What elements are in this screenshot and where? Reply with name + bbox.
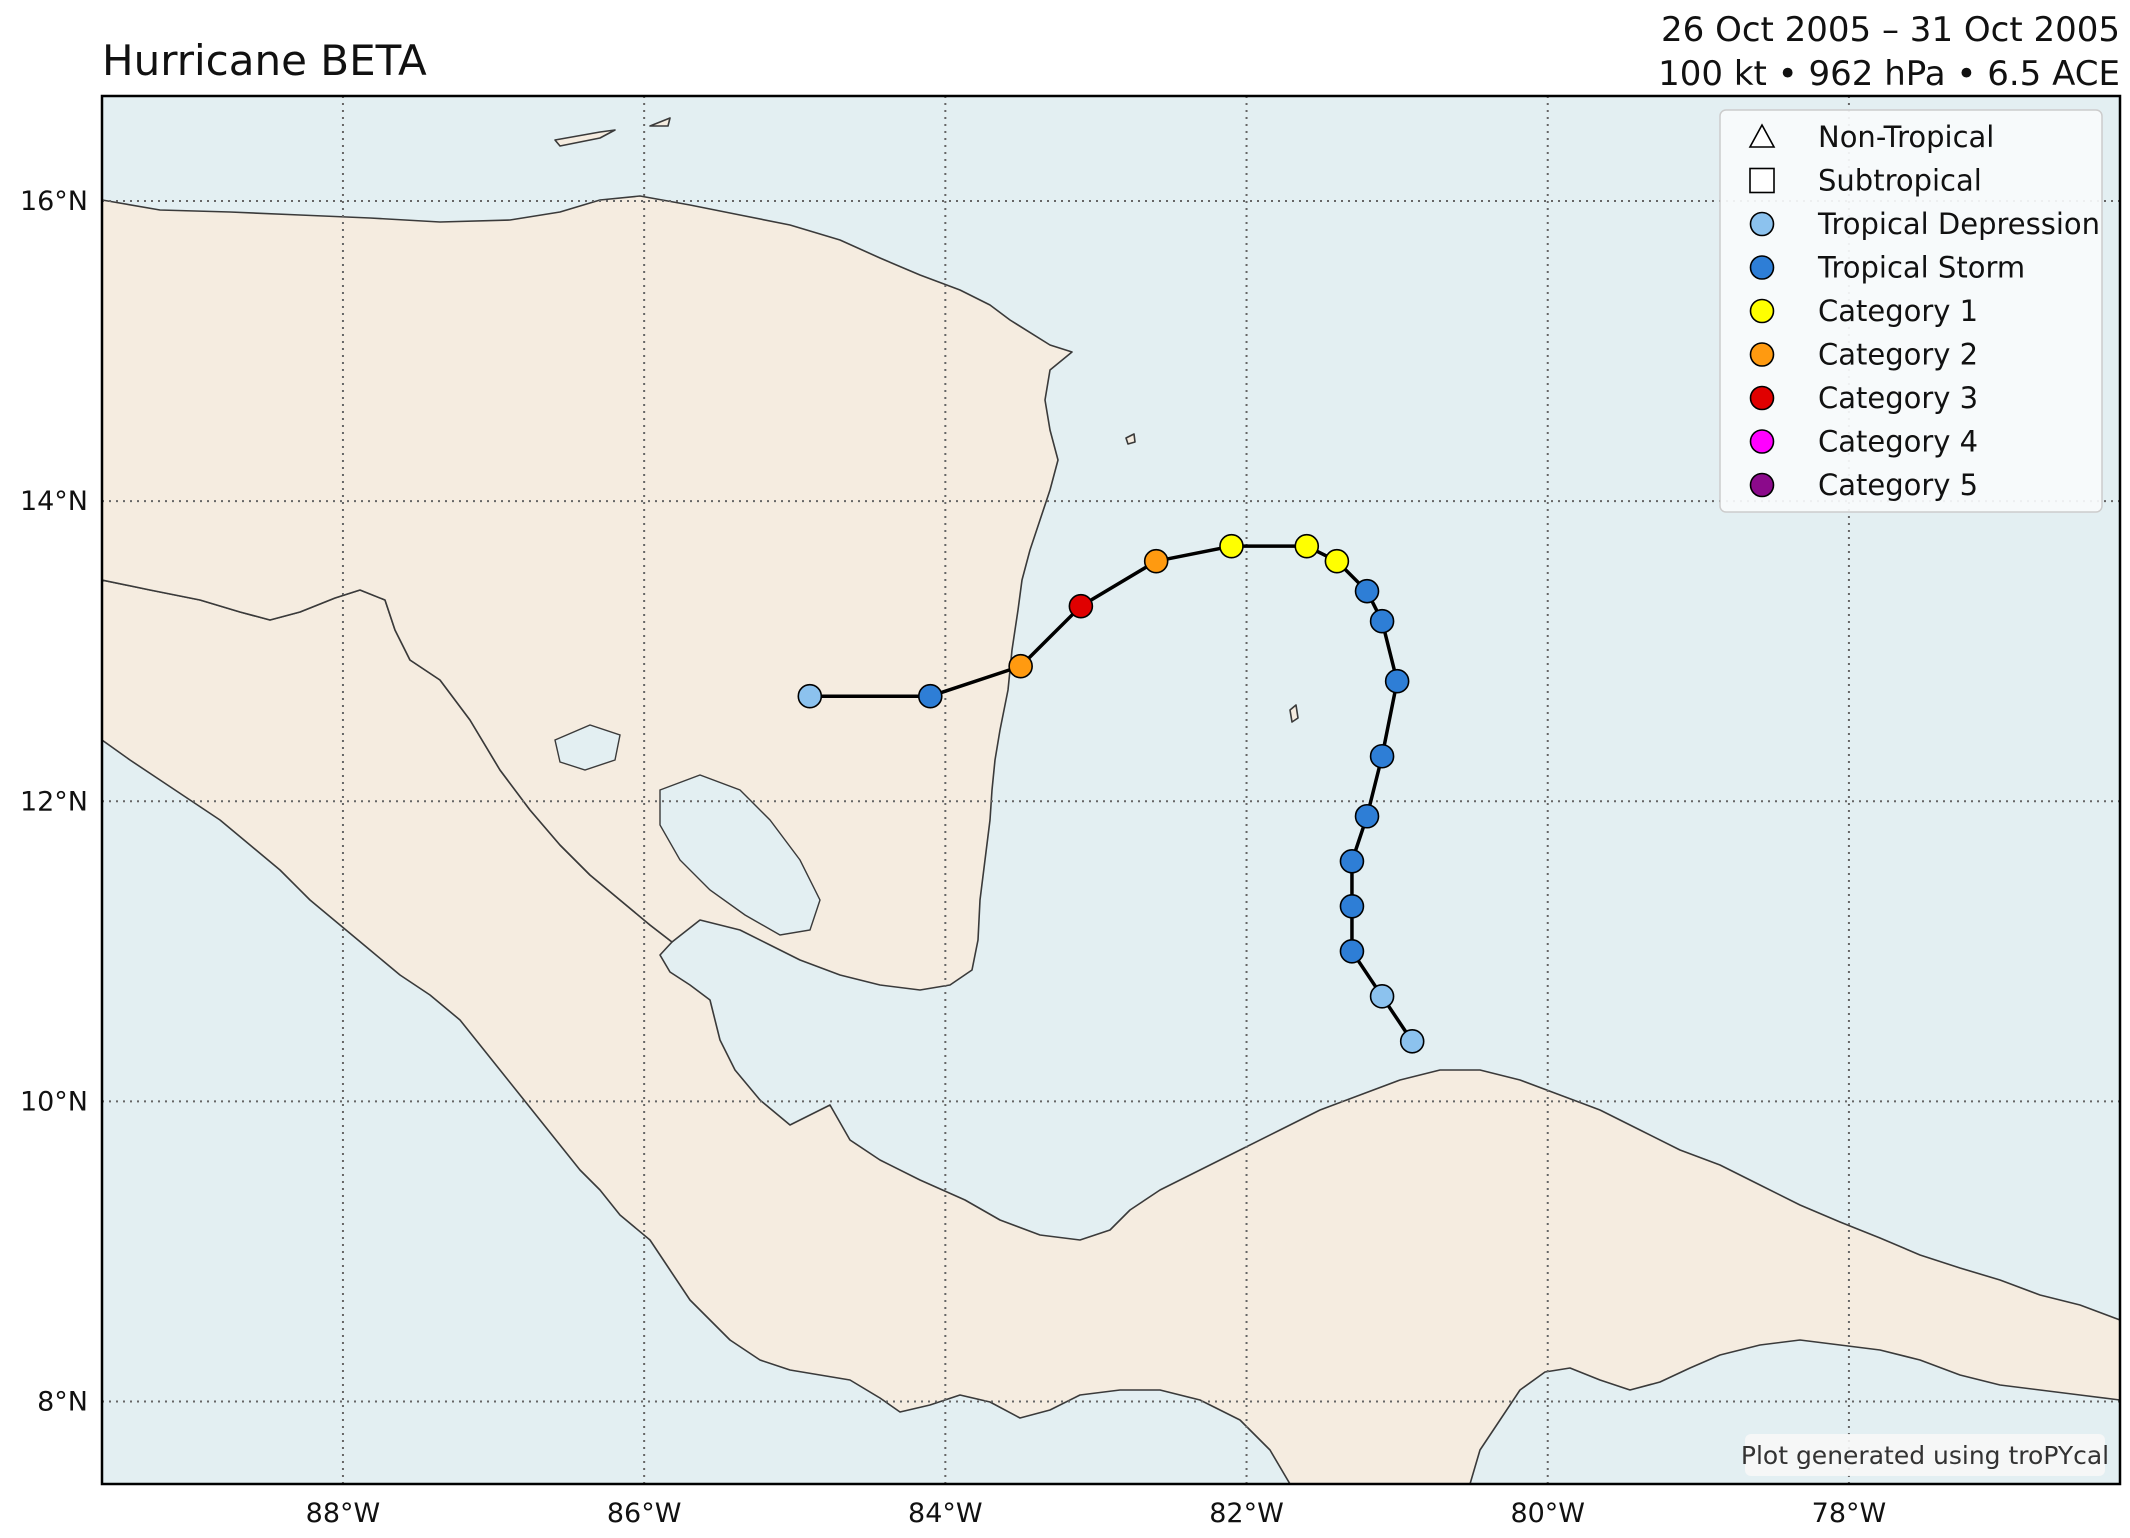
track-point (1339, 848, 1365, 874)
track-point (917, 683, 943, 709)
longitude-tick-label: 86°W (607, 1498, 682, 1529)
track-point (1324, 548, 1350, 574)
longitude-tick-label: 78°W (1812, 1498, 1887, 1529)
track-point (1369, 608, 1395, 634)
legend-marker-circle (1749, 255, 1775, 280)
legend-label: Category 1 (1818, 294, 1978, 328)
track-point (1008, 653, 1033, 679)
legend-label: Non-Tropical (1818, 120, 1994, 154)
legend-marker-circle (1749, 211, 1775, 237)
legend-label: Tropical Storm (1817, 251, 2025, 285)
track-point (1354, 578, 1380, 604)
longitude-tick-label: 88°W (306, 1498, 381, 1529)
storm-track (797, 533, 1425, 1054)
track-point (797, 683, 823, 709)
track-point (1339, 893, 1365, 919)
latitude-tick-labels: 16°N 14°N 12°N 10°N 8°N (20, 186, 88, 1417)
lake-managua (554, 724, 621, 771)
intensity-stats: 100 kt • 962 hPa • 6.5 ACE (1658, 54, 2120, 94)
latitude-tick-label: 10°N (20, 1086, 88, 1117)
storm-summary: 26 Oct 2005 – 31 Oct 2005 100 kt • 962 h… (1658, 8, 2120, 96)
track-point (1219, 533, 1244, 559)
latitude-tick-label: 8°N (37, 1386, 88, 1417)
island-san-andres (1289, 704, 1299, 723)
legend-label: Category 5 (1818, 468, 1978, 502)
legend-label: Category 4 (1818, 425, 1978, 459)
track-point (1294, 533, 1320, 559)
legend-marker-circle (1749, 298, 1775, 324)
latitude-tick-label: 12°N (20, 786, 88, 817)
legend: Non-Tropical Subtropical Tropical Depressi… (1719, 109, 2103, 513)
legend-label: Category 3 (1818, 381, 1978, 415)
map-frame (100, 94, 2122, 1486)
track-point (1369, 743, 1395, 769)
legend-label: Tropical Depression (1817, 207, 2100, 241)
latitude-tick-label: 14°N (20, 486, 88, 517)
lake-nicaragua (659, 774, 821, 936)
track-point (1369, 984, 1395, 1009)
longitude-tick-labels: 88°W 86°W 84°W 82°W 80°W 78°W (306, 1498, 1887, 1529)
track-point (1384, 668, 1410, 694)
credit-text: Plot generated using troPYcal (1741, 1441, 2109, 1470)
date-range: 26 Oct 2005 – 31 Oct 2005 (1661, 10, 2120, 50)
storm-title: Hurricane BETA (102, 36, 427, 85)
legend-label: Category 2 (1818, 338, 1978, 372)
legend-marker-circle (1749, 472, 1775, 498)
track-point (1339, 939, 1365, 964)
longitude-tick-label: 84°W (908, 1498, 983, 1529)
legend-marker-square (1749, 167, 1775, 194)
legend-box (1719, 109, 2103, 513)
track-point (1068, 593, 1094, 619)
legend-marker-circle (1749, 429, 1775, 454)
legend-marker-circle (1749, 342, 1775, 367)
latitude-tick-label: 16°N (20, 186, 88, 217)
credit-box: Plot generated using troPYcal (1741, 1434, 2109, 1476)
longitude-tick-label: 80°W (1510, 1498, 1585, 1529)
honduras-nicaragua-landmass (102, 195, 1073, 991)
legend-marker-circle (1749, 385, 1775, 411)
island-bay (649, 117, 671, 127)
track-point (1399, 1029, 1425, 1054)
track-point (1354, 803, 1380, 829)
longitude-tick-label: 82°W (1209, 1498, 1284, 1529)
legend-label: Subtropical (1818, 164, 1982, 198)
island-swan (1125, 433, 1136, 445)
track-point (1143, 548, 1169, 574)
legend-marker-triangle (1748, 123, 1776, 148)
island-cayman (554, 129, 616, 147)
